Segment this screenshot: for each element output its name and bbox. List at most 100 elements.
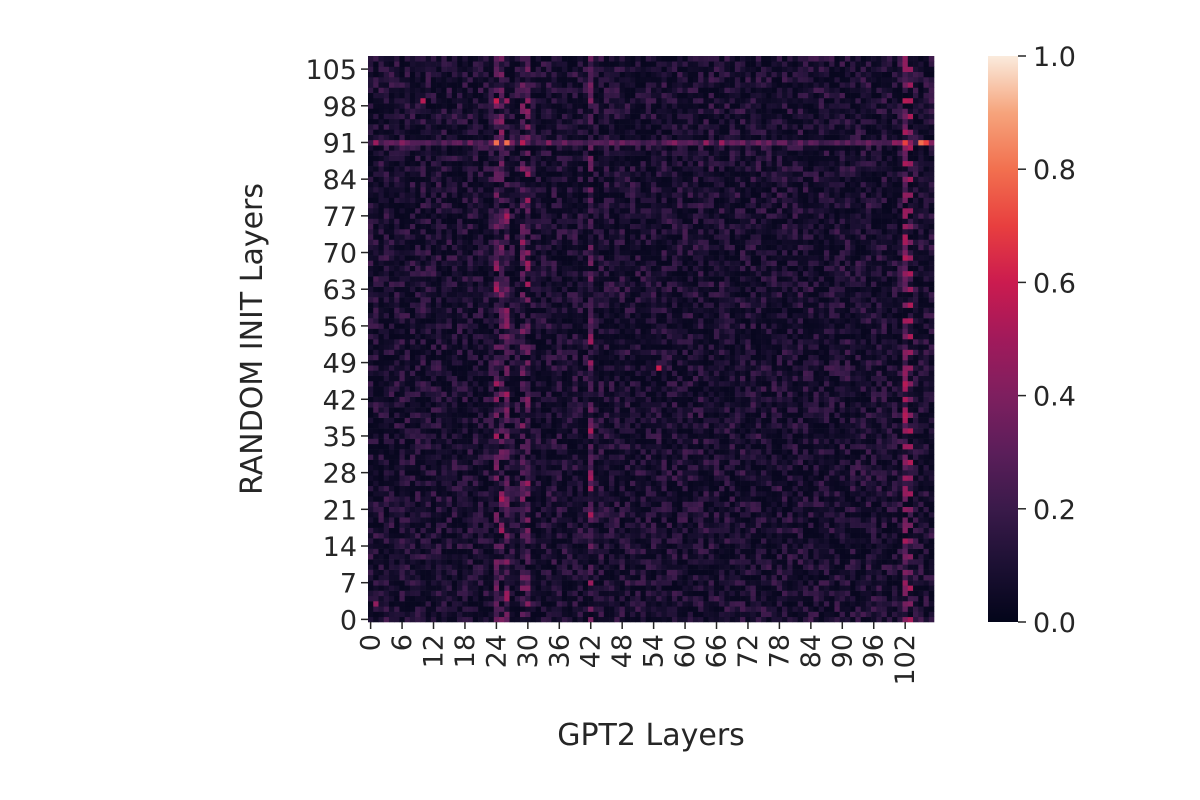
heatmap-cell: [823, 496, 830, 502]
heatmap-cell: [797, 396, 804, 403]
heatmap-cell: [504, 401, 510, 408]
heatmap-cell: [724, 548, 730, 555]
heatmap-cell: [850, 401, 856, 408]
heatmap-cell: [640, 511, 647, 518]
heatmap-cell: [719, 590, 725, 597]
heatmap-cell: [818, 454, 825, 460]
heatmap-cell: [488, 380, 495, 387]
heatmap-cell: [871, 606, 877, 612]
heatmap-cell: [619, 480, 626, 487]
heatmap-cell: [808, 485, 814, 492]
heatmap-cell: [782, 511, 788, 518]
heatmap-cell: [603, 569, 610, 576]
heatmap-cell: [467, 553, 474, 560]
heatmap-cell: [499, 459, 505, 466]
heatmap-cell: [782, 559, 788, 565]
heatmap-cell: [519, 543, 526, 549]
heatmap-cell: [834, 428, 840, 434]
heatmap-cell: [813, 564, 819, 570]
heatmap-cell: [850, 616, 856, 623]
heatmap-cell: [415, 480, 421, 487]
heatmap-cell: [661, 449, 668, 455]
heatmap-cell: [425, 574, 432, 581]
heatmap-cell: [855, 485, 861, 492]
heatmap-cell: [525, 470, 531, 476]
heatmap-cell: [509, 401, 516, 408]
heatmap-cell: [572, 522, 578, 528]
heatmap-cell: [404, 559, 411, 565]
heatmap-cell: [441, 569, 447, 576]
heatmap-cell: [640, 412, 647, 418]
heatmap-cell: [802, 527, 809, 534]
heatmap-cell: [881, 501, 888, 507]
heatmap-cell: [378, 480, 385, 487]
heatmap-cell: [802, 433, 809, 439]
heatmap-cell: [897, 559, 903, 565]
heatmap-cell: [918, 475, 924, 481]
heatmap-cell: [766, 501, 772, 507]
heatmap-cell: [881, 470, 888, 476]
heatmap-cell: [530, 590, 536, 597]
heatmap-cell: [525, 527, 531, 534]
heatmap-cell: [740, 428, 746, 434]
heatmap-cell: [430, 480, 437, 487]
heatmap-cell: [918, 433, 924, 439]
heatmap-cell: [535, 485, 542, 492]
heatmap-cell: [829, 433, 835, 439]
heatmap-cell: [829, 464, 835, 471]
heatmap-cell: [525, 501, 531, 507]
heatmap-cell: [682, 485, 688, 492]
heatmap-cell: [509, 480, 516, 487]
heatmap-cell: [488, 606, 495, 612]
heatmap-cell: [918, 532, 924, 539]
heatmap-cell: [850, 412, 856, 418]
heatmap-cell: [818, 475, 825, 481]
heatmap-cell: [897, 454, 903, 460]
heatmap-cell: [561, 532, 568, 539]
heatmap-cell: [399, 559, 405, 565]
heatmap-cell: [409, 412, 416, 418]
heatmap-cell: [713, 595, 720, 602]
heatmap-cell: [839, 407, 846, 413]
heatmap-cell: [525, 480, 531, 487]
heatmap-cell: [766, 511, 772, 518]
heatmap-cell: [651, 574, 657, 581]
heatmap-cell: [430, 428, 437, 434]
heatmap-cell: [614, 616, 620, 623]
heatmap-cell: [488, 616, 495, 623]
heatmap-cell: [839, 538, 846, 544]
heatmap-cell: [546, 485, 552, 492]
heatmap-cell: [787, 433, 793, 439]
heatmap-cell: [603, 601, 610, 607]
heatmap-cell: [844, 396, 851, 403]
heatmap-cell: [467, 443, 474, 450]
heatmap-cell: [698, 538, 704, 544]
heatmap-cell: [582, 464, 589, 471]
heatmap-cell: [588, 407, 594, 413]
heatmap-cell: [593, 517, 599, 523]
heatmap-cell: [519, 517, 526, 523]
heatmap-cell: [750, 538, 757, 544]
heatmap-cell: [399, 606, 405, 612]
heatmap-cell: [687, 443, 694, 450]
heatmap-cell: [577, 590, 584, 597]
heatmap-cell: [430, 417, 437, 424]
heatmap-cell: [535, 438, 542, 445]
heatmap-cell: [703, 496, 709, 502]
heatmap-cell: [844, 475, 851, 481]
heatmap-cell: [886, 517, 893, 523]
heatmap-cell: [682, 407, 688, 413]
heatmap-cell: [734, 490, 741, 497]
heatmap-cell: [603, 485, 610, 492]
heatmap-cell: [813, 391, 819, 397]
heatmap-cell: [703, 543, 709, 549]
heatmap-cell: [687, 386, 694, 392]
heatmap-cell: [865, 559, 872, 565]
heatmap-cell: [504, 433, 510, 439]
heatmap-cell: [865, 443, 872, 450]
heatmap-cell: [519, 422, 526, 429]
heatmap-cell: [677, 386, 683, 392]
heatmap-cell: [556, 412, 563, 418]
heatmap-cell: [399, 422, 405, 429]
heatmap-cell: [446, 449, 453, 455]
